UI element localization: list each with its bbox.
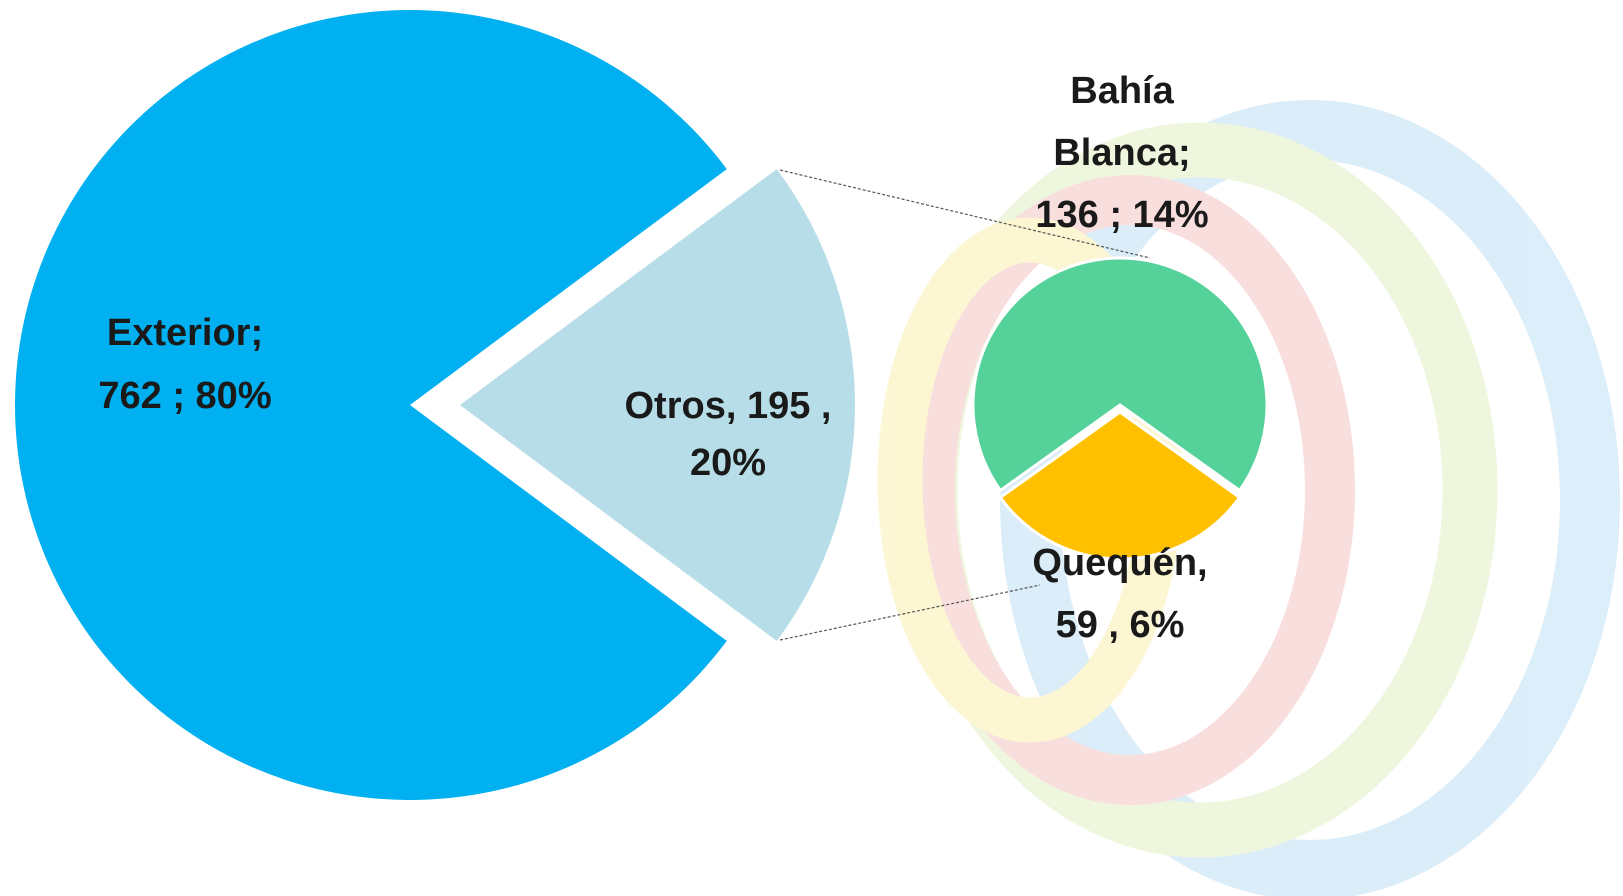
pie-slice <box>998 410 1242 561</box>
pie-slice <box>15 9 727 800</box>
pie-slice <box>971 256 1269 493</box>
ring <box>905 175 1355 805</box>
pie-slice <box>460 169 855 641</box>
connector-line <box>779 169 1151 259</box>
data-label: Quequén, <box>1032 542 1207 584</box>
data-label: 59 , 6% <box>1056 604 1185 646</box>
data-label: Otros, 195 , <box>625 385 832 427</box>
slices <box>15 9 1269 800</box>
data-label: Bahía <box>1070 70 1174 112</box>
data-label: 20% <box>690 442 766 484</box>
data-label: 762 ; 80% <box>98 375 271 417</box>
data-label: 136 ; 14% <box>1035 194 1208 236</box>
data-label: Exterior; <box>107 312 263 354</box>
data-label: Blanca; <box>1053 132 1190 174</box>
labels: Exterior; 762 ; 80% Otros, 195 , 20% Bahía Bl… <box>98 70 1208 646</box>
connector-line <box>779 584 1041 641</box>
